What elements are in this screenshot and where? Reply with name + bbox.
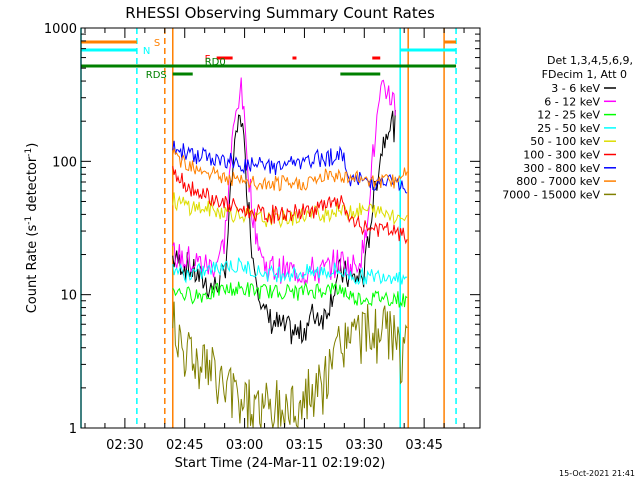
- legend-header-line1: Det 1,3,4,5,6,9,: [547, 54, 633, 67]
- legend-label-7: 800 - 7000 keV: [516, 175, 600, 188]
- y-tick-label-0: 1: [69, 422, 77, 437]
- y-axis-label: Count Rate (s-1 detector-1): [24, 143, 40, 314]
- legend-label-5: 100 - 300 keV: [523, 149, 600, 162]
- legend-label-4: 50 - 100 keV: [530, 135, 600, 148]
- x-tick-label-0: 02:30: [106, 438, 143, 453]
- x-tick-label-3: 03:15: [286, 438, 323, 453]
- series-line-3: [172, 257, 408, 285]
- x-tick-label-5: 03:45: [405, 438, 442, 453]
- x-tick-label-4: 03:30: [346, 438, 383, 453]
- y-axis: 1 10 100 1000: [44, 22, 480, 437]
- legend-label-6: 300 - 800 keV: [523, 162, 600, 175]
- y-tick-label-1: 10: [60, 289, 77, 304]
- legend-label-2: 12 - 25 keV: [537, 109, 600, 122]
- y-axis-label-part3: ): [25, 143, 40, 148]
- series-line-2: [172, 281, 408, 308]
- flag-label-rds: RDS: [146, 70, 167, 81]
- x-axis: 02:30 02:45 03:00 03:15 03:30 03:45: [84, 28, 465, 453]
- legend-label-0: 3 - 6 keV: [551, 82, 600, 95]
- flag-label-rd0: RD0: [205, 57, 226, 68]
- series-line-0: [172, 109, 396, 345]
- flag-label-f: F: [205, 54, 211, 65]
- series-line-1: [172, 77, 396, 286]
- flag-label-s: S: [154, 38, 160, 49]
- y-axis-label-sup1: -1: [24, 216, 34, 225]
- y-tick-label-3: 1000: [44, 22, 77, 37]
- chart-title: RHESSI Observing Summary Count Rates: [125, 4, 435, 22]
- legend-label-3: 25 - 50 keV: [537, 122, 600, 135]
- series-line-8: [172, 301, 408, 429]
- flag-label-n: N: [143, 46, 150, 57]
- y-axis-label-part1: Count Rate (s: [25, 225, 40, 314]
- plot-frame: [80, 27, 481, 429]
- footer-timestamp: 15-Oct-2021 21:41: [559, 469, 635, 478]
- series-line-7: [172, 148, 408, 192]
- legend-label-1: 6 - 12 keV: [544, 95, 600, 108]
- y-tick-label-2: 100: [52, 155, 77, 170]
- x-tick-label-2: 03:00: [226, 438, 263, 453]
- series-line-4: [172, 192, 408, 229]
- y-axis-label-sup2: -1: [24, 148, 34, 157]
- legend-header-line2: FDecim 1, Att 0: [542, 68, 627, 81]
- y-axis-label-part2: detector: [25, 156, 40, 216]
- legend-label-8: 7000 - 15000 keV: [502, 188, 600, 201]
- legend: Det 1,3,4,5,6,9, FDecim 1, Att 0 3 - 6 k…: [502, 54, 633, 201]
- x-axis-label: Start Time (24-Mar-11 02:19:02): [175, 456, 386, 471]
- x-tick-label-1: 02:45: [166, 438, 203, 453]
- series-line-5: [172, 166, 408, 245]
